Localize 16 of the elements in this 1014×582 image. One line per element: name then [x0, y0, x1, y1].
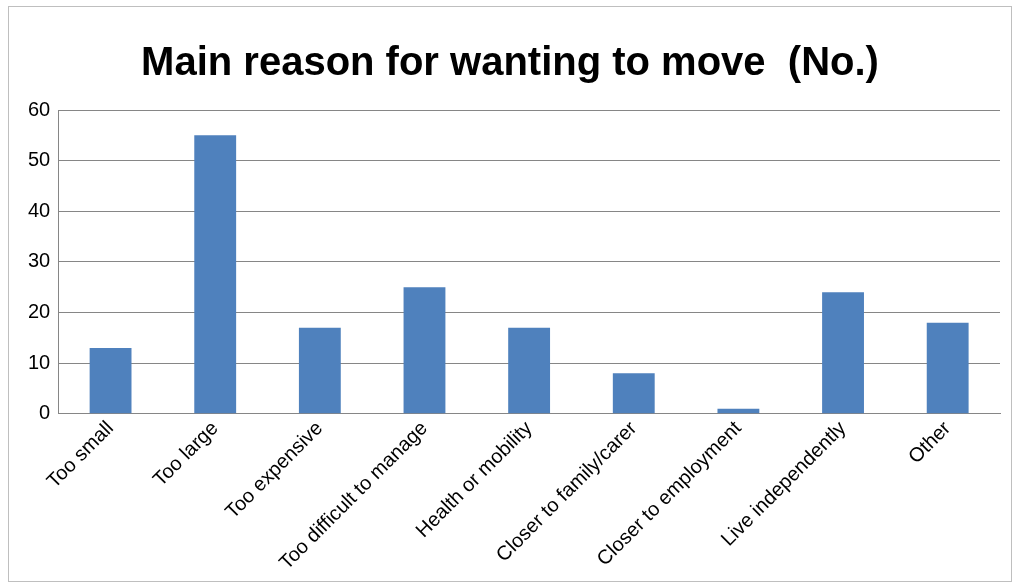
- chart-title: Main reason for wanting to move (No.): [141, 39, 879, 84]
- bar: [89, 347, 132, 414]
- y-tick-label: 30: [28, 249, 51, 272]
- y-tick-label: 0: [39, 401, 51, 424]
- y-tick-label: 60: [28, 97, 51, 120]
- bar: [612, 373, 655, 414]
- bar: [298, 327, 341, 414]
- bar: [194, 135, 237, 414]
- y-tick-label: 50: [28, 148, 51, 171]
- y-tick-label: 10: [28, 350, 51, 373]
- bar: [926, 322, 969, 414]
- y-tick-label: 40: [28, 198, 51, 221]
- bar: [822, 292, 864, 414]
- bar: [508, 327, 551, 414]
- y-tick-label: 20: [28, 300, 51, 323]
- bar: [403, 287, 446, 414]
